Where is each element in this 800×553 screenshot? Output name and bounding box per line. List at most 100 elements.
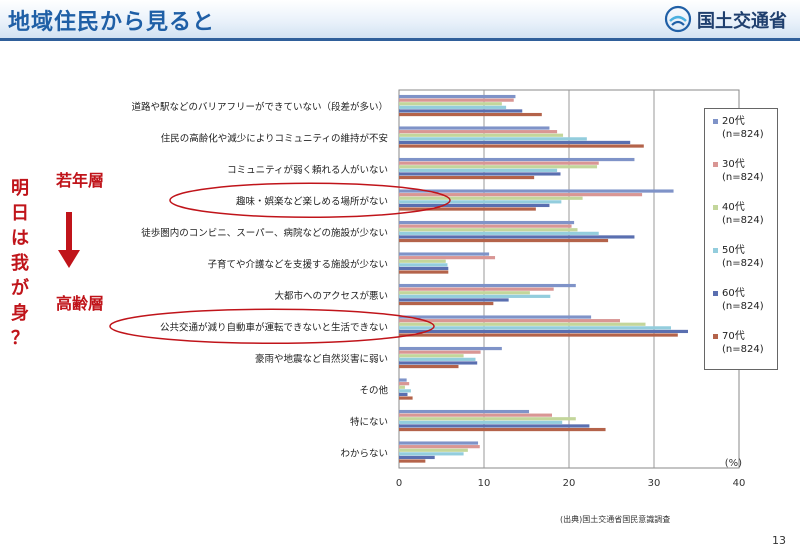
bar-40代	[399, 417, 576, 421]
vertical-char: 我	[11, 253, 29, 274]
legend-series-name: 50代	[722, 245, 745, 256]
legend-series-n: (n=824)	[722, 215, 764, 226]
vertical-char: が	[11, 278, 29, 299]
category-label: 住民の高齢化や減少によりコミュニティの維持が不安	[161, 132, 388, 144]
x-tick-label: 40	[733, 478, 746, 489]
legend-series-name: 40代	[722, 202, 745, 213]
bar-60代	[399, 424, 590, 428]
bar-70代	[399, 144, 644, 148]
bar-70代	[399, 396, 413, 400]
bar-60代	[399, 109, 523, 113]
bar-20代	[399, 157, 635, 162]
legend-item: 30代 (n=824)	[713, 158, 764, 184]
bar-30代	[399, 98, 514, 102]
bar-60代	[399, 266, 449, 271]
category-label: 徒歩圏内のコンビニ、スーパー、病院などの施設が少ない	[141, 227, 388, 239]
bar-60代	[399, 455, 435, 460]
bar-40代	[399, 133, 564, 137]
bar-50代	[399, 389, 411, 393]
legend-swatch	[713, 247, 718, 253]
category-label: コミュニティが弱く頼れる人がいない	[227, 164, 388, 176]
legend-series-name: 30代	[722, 159, 745, 170]
bar-50代	[399, 263, 448, 267]
legend-item: 20代 (n=824)	[713, 115, 764, 141]
legend-swatch	[713, 333, 718, 339]
bar-70代	[399, 207, 536, 211]
highlight-ellipse	[169, 182, 451, 218]
category-label: その他	[359, 384, 388, 396]
bar-50代	[399, 420, 563, 424]
bar-40代	[399, 196, 583, 200]
category-label: 特にない	[350, 416, 388, 428]
bar-60代	[399, 172, 561, 176]
vertical-char: ？	[11, 328, 29, 349]
legend-series-n: (n=824)	[722, 172, 764, 183]
highlight-ellipse	[109, 308, 435, 344]
x-tick-label: 10	[478, 478, 491, 489]
bar-40代	[399, 291, 530, 295]
bar-70代	[399, 270, 449, 274]
arrow-shaft	[66, 212, 72, 252]
bar-50代	[399, 326, 671, 330]
legend-series-name: 20代	[722, 116, 745, 127]
bar-40代	[399, 385, 405, 389]
bar-20代	[399, 409, 530, 414]
x-tick-label: 30	[648, 478, 661, 489]
vertical-char: 日	[11, 203, 29, 224]
bar-40代	[399, 448, 468, 452]
bar-60代	[399, 361, 478, 365]
bar-30代	[399, 256, 496, 260]
bar-60代	[399, 298, 509, 302]
bar-70代	[399, 112, 542, 117]
bar-40代	[399, 322, 646, 326]
chart-legend: 20代 (n=824) 30代 (n=824) 40代 (n=824) 50代 (n=824)…	[704, 108, 778, 370]
bar-40代	[399, 354, 464, 358]
bar-50代	[399, 200, 562, 204]
legend-swatch	[713, 161, 718, 167]
legend-swatch	[713, 118, 718, 124]
legend-item: 70代 (n=824)	[713, 330, 764, 356]
bar-30代	[399, 350, 481, 354]
legend-series-n: (n=824)	[722, 301, 764, 312]
legend-item: 60代 (n=824)	[713, 287, 764, 313]
bar-20代	[399, 189, 674, 193]
category-label: 趣味・娯楽など楽しめる場所がない	[236, 195, 388, 207]
bar-30代	[399, 130, 558, 134]
bar-40代	[399, 228, 578, 232]
bar-20代	[399, 283, 576, 288]
bar-30代	[399, 193, 643, 197]
bar-30代	[399, 445, 480, 449]
category-label: 道路や駅などのバリアフリーができていない（段差が多い）	[131, 101, 388, 113]
down-arrow-icon	[58, 250, 80, 268]
bar-30代	[399, 161, 599, 165]
bar-60代	[399, 203, 550, 208]
bar-50代	[399, 231, 599, 235]
vertical-char: は	[11, 228, 29, 249]
org-name: 国土交通省	[697, 11, 787, 32]
bar-70代	[399, 238, 609, 243]
x-tick-label: 20	[563, 478, 576, 489]
header-divider	[0, 38, 800, 41]
legend-series-name: 70代	[722, 331, 745, 342]
bar-40代	[399, 165, 598, 169]
page-title: 地域住民から見ると	[8, 10, 216, 35]
bar-70代	[399, 364, 459, 369]
side-vertical-text: 明日は我が身 ？	[8, 176, 32, 351]
category-label: 公共交通が減り自動車が運転できないと生活できない	[160, 321, 388, 333]
bar-30代	[399, 413, 552, 417]
legend-item: 50代 (n=824)	[713, 244, 764, 270]
bar-70代	[399, 459, 426, 463]
bar-20代	[399, 220, 575, 225]
bar-60代	[399, 329, 688, 334]
legend-swatch	[713, 290, 718, 296]
legend-series-n: (n=824)	[722, 344, 764, 355]
bar-20代	[399, 252, 490, 256]
mlit-logo-icon	[664, 5, 692, 33]
x-tick-label: 0	[396, 478, 402, 489]
bar-60代	[399, 235, 635, 239]
vertical-char: 明	[11, 178, 29, 199]
bar-20代	[399, 378, 407, 382]
bar-20代	[399, 126, 550, 130]
bar-30代	[399, 319, 620, 323]
